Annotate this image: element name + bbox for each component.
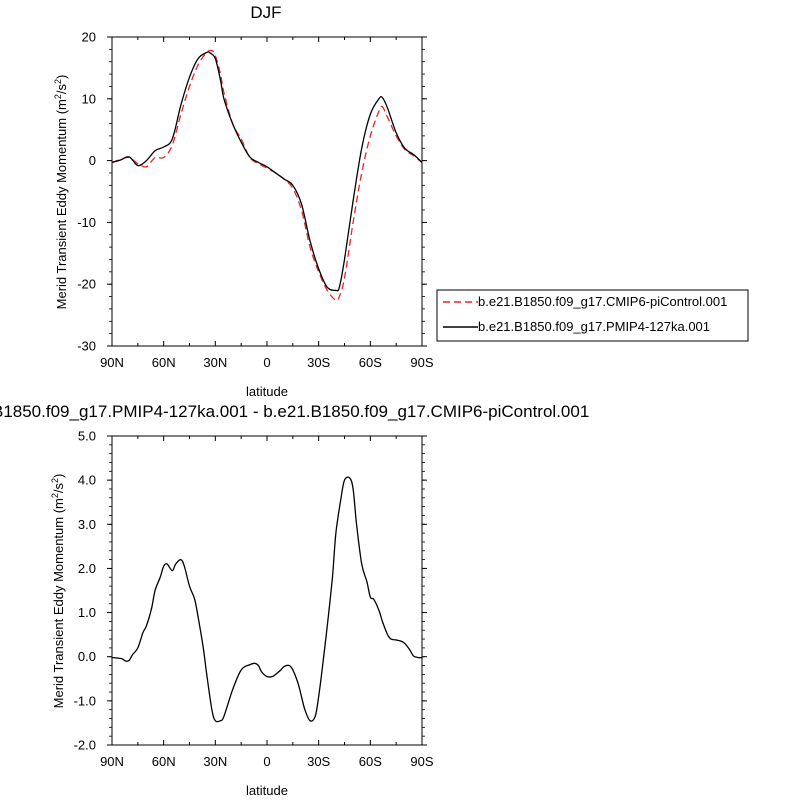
series-line-0-1 bbox=[111, 51, 423, 292]
y-tick-label: -10 bbox=[77, 215, 96, 230]
top-chart-ticks: 90N 60N 30N 0 30S 60S 90S 20 10 0 -10 -20 -30 bbox=[77, 30, 434, 371]
legend-label-127ka: b.e21.B1850.f09_g17.PMIP4-127ka.001 bbox=[478, 319, 710, 334]
series-line-1-0 bbox=[111, 476, 423, 723]
legend-label-piControl: b.e21.B1850.f09_g17.CMIP6-piControl.001 bbox=[478, 294, 727, 309]
bottom-chart-ticks: 90N 60N 30N 0 30S 60S 90S 5.0 4.0 3.0 2.0 1.0 0.0 -1.… bbox=[74, 429, 434, 770]
x-tick-label: 90S bbox=[410, 754, 433, 769]
x-tick-label: 30S bbox=[307, 754, 330, 769]
bottom-chart-series bbox=[111, 476, 423, 723]
x-tick-label: 30S bbox=[307, 355, 330, 370]
y-tick-label: -1.0 bbox=[74, 693, 96, 708]
top-chart-legend: b.e21.B1850.f09_g17.CMIP6-piControl.001 … bbox=[436, 289, 749, 342]
bottom-chart-ylabel: Merid Transient Eddy Momentum (m2/s2) bbox=[50, 474, 66, 709]
y-tick-label: 4.0 bbox=[78, 473, 96, 488]
x-tick-label: 30N bbox=[203, 355, 227, 370]
top-chart-plot-frame bbox=[111, 36, 423, 347]
y-tick-label: -30 bbox=[77, 339, 96, 354]
x-tick-label: 60S bbox=[359, 355, 382, 370]
x-tick-label: 60N bbox=[152, 754, 176, 769]
y-tick-label: 0.0 bbox=[78, 649, 96, 664]
x-tick-label: 90N bbox=[100, 355, 124, 370]
top-chart-panel: DJF 90N 60N 30N 0 30S 60S 90S 20 10 0 -10 -20 -30 la… bbox=[53, 3, 749, 399]
legend-frame bbox=[436, 289, 749, 342]
y-tick-label: 10 bbox=[82, 91, 96, 106]
bottom-chart-plot-frame bbox=[111, 435, 423, 746]
top-chart-xlabel: latitude bbox=[246, 384, 288, 399]
top-chart-ylabel: Merid Transient Eddy Momentum (m2/s2) bbox=[53, 75, 69, 310]
x-tick-label: 90S bbox=[410, 355, 433, 370]
top-chart-title: DJF bbox=[250, 3, 281, 22]
y-tick-label: 20 bbox=[82, 30, 96, 45]
x-tick-label: 60S bbox=[359, 754, 382, 769]
x-tick-label: 30N bbox=[203, 754, 227, 769]
bottom-chart-title: b.e21.B1850.f09_g17.PMIP4-127ka.001 - b.… bbox=[0, 402, 589, 421]
series-line-0-0 bbox=[111, 49, 423, 302]
top-chart-series bbox=[111, 49, 423, 302]
x-tick-label: 0 bbox=[263, 754, 270, 769]
bottom-chart-xlabel: latitude bbox=[246, 783, 288, 798]
y-tick-label: -2.0 bbox=[74, 738, 96, 753]
y-tick-label: -20 bbox=[77, 277, 96, 292]
y-tick-label: 3.0 bbox=[78, 517, 96, 532]
x-tick-label: 0 bbox=[263, 355, 270, 370]
x-tick-label: 90N bbox=[100, 754, 124, 769]
bottom-chart-panel: b.e21.B1850.f09_g17.PMIP4-127ka.001 - b.… bbox=[0, 402, 589, 798]
x-tick-label: 60N bbox=[152, 355, 176, 370]
y-tick-label: 0 bbox=[89, 153, 96, 168]
y-tick-label: 5.0 bbox=[78, 429, 96, 444]
y-tick-label: 1.0 bbox=[78, 605, 96, 620]
y-tick-label: 2.0 bbox=[78, 561, 96, 576]
